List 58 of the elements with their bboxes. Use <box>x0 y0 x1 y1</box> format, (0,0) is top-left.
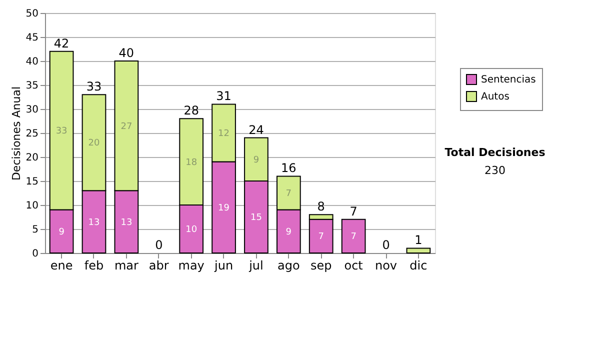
total-label: 42 <box>54 36 70 50</box>
x-tick-label: may <box>178 258 204 272</box>
data-label: 33 <box>56 126 68 137</box>
data-label: 20 <box>88 138 100 149</box>
total-label: 0 <box>155 238 163 252</box>
data-label: 18 <box>186 158 198 168</box>
x-tick-label: jul <box>248 258 264 272</box>
x-tick-label: abr <box>148 258 169 272</box>
legend-label: Sentencias <box>481 74 536 86</box>
y-tick-label: 45 <box>26 32 38 44</box>
x-tick-label: ago <box>278 258 300 272</box>
total-label: 28 <box>184 104 199 118</box>
data-label: 15 <box>250 213 262 223</box>
data-label: 12 <box>218 129 230 139</box>
data-label: 13 <box>120 218 132 228</box>
y-axis-title: Decisiones Anual <box>10 86 23 181</box>
data-label: 9 <box>286 227 292 238</box>
data-label: 9 <box>58 227 65 238</box>
bar <box>341 218 366 254</box>
legend-label: Autos <box>481 92 510 102</box>
x-tick-label: dic <box>410 258 428 272</box>
y-tick-label: 5 <box>32 224 38 236</box>
x-tick-label: feb <box>84 258 104 272</box>
x-tick-label: sep <box>310 258 332 272</box>
x-tick-label: mar <box>114 258 138 272</box>
y-tick-label: 30 <box>26 104 38 116</box>
total-label: 33 <box>86 80 102 94</box>
data-label: 19 <box>218 203 230 214</box>
total-label: 31 <box>216 89 232 104</box>
x-tick-label: ene <box>50 258 73 272</box>
text: Total Decisiones <box>444 146 546 159</box>
x-tick-label: jun <box>214 258 234 272</box>
y-tick-label: 0 <box>32 248 38 260</box>
y-tick-label: 40 <box>26 56 38 68</box>
y-tick-label: 10 <box>26 200 38 212</box>
y-tick-label: 50 <box>26 8 38 20</box>
data-label: 10 <box>186 225 198 235</box>
total-label: 40 <box>118 46 134 60</box>
y-tick-label: 20 <box>26 152 38 164</box>
x-tick-label: nov <box>374 258 398 272</box>
x-tick-label: oct <box>344 258 364 272</box>
data-label: 7 <box>350 232 356 242</box>
total-label: 16 <box>281 161 296 176</box>
data-label: 13 <box>88 218 100 228</box>
bar <box>406 248 431 254</box>
y-tick-label: 25 <box>26 128 38 140</box>
y-tick-label: 15 <box>26 176 38 188</box>
data-label: 7 <box>318 232 324 242</box>
total-label: 8 <box>317 200 325 214</box>
data-label: 7 <box>286 189 292 199</box>
data-label: 27 <box>120 122 132 132</box>
total-label: 24 <box>248 122 264 137</box>
total-label: 0 <box>382 238 390 252</box>
data-label: 9 <box>253 155 260 166</box>
total-label: 7 <box>350 204 358 218</box>
y-tick-label: 35 <box>26 80 38 92</box>
text: 230 <box>484 164 506 177</box>
total-label: 1 <box>414 233 422 248</box>
